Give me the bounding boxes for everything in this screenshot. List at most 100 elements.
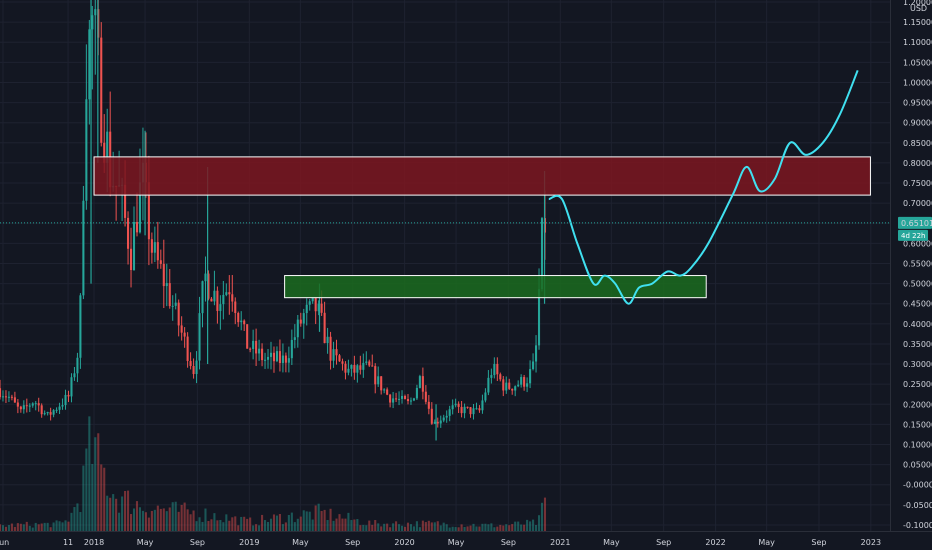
candle-body	[13, 397, 16, 403]
volume-bar	[4, 526, 7, 531]
volume-bar	[454, 527, 457, 531]
candle-body	[82, 200, 85, 296]
candle-body	[261, 348, 264, 361]
volume-bar	[264, 520, 267, 531]
volume-bar	[240, 516, 243, 531]
volume-bar	[502, 525, 505, 531]
candle-body	[534, 345, 538, 362]
candle-body	[70, 377, 73, 397]
volume-bar	[28, 525, 31, 531]
volume-bar	[505, 524, 508, 531]
volume-bar	[213, 513, 216, 531]
volume-bar	[415, 521, 418, 531]
price-tick-label: 0.05000	[903, 461, 932, 470]
time-axis[interactable]: Jun 11 2018 May Sep 2019 May Sep 2020 May Sep 2021 M…	[0, 531, 932, 548]
volume-bar	[159, 508, 162, 531]
candle-body	[338, 355, 341, 362]
volume-bar	[481, 523, 484, 531]
currency-label: USD	[910, 4, 927, 13]
volume-bar	[484, 523, 487, 531]
candle-body	[332, 349, 335, 361]
candle-body	[192, 365, 195, 375]
candle-body	[439, 420, 442, 424]
volume-bar	[207, 520, 210, 531]
candle-body	[275, 351, 278, 362]
volume-bar	[350, 520, 353, 531]
candle-body	[138, 182, 142, 233]
volume-bar	[198, 517, 201, 531]
volume-bar	[400, 525, 404, 531]
volume-bar	[222, 522, 225, 531]
candle-body	[496, 363, 499, 375]
volume-bar	[406, 522, 410, 531]
volume-bar	[85, 448, 88, 531]
candle-body	[296, 319, 299, 338]
volume-bar	[451, 526, 454, 531]
candle-body	[43, 413, 46, 415]
current-price-tag	[898, 216, 932, 229]
resistance-zone	[93, 156, 871, 196]
projection-path	[548, 70, 859, 305]
volume-bar	[258, 525, 261, 531]
volume-bar	[94, 437, 97, 531]
candle-body	[386, 389, 389, 395]
volume-bar	[153, 509, 156, 531]
candle-body	[457, 403, 460, 407]
volume-bar	[436, 521, 439, 531]
candle-body	[537, 289, 541, 346]
candle-body	[362, 362, 365, 370]
volume-bar	[255, 524, 258, 531]
candle-body	[58, 406, 61, 410]
volume-bar	[174, 501, 177, 531]
candle-body	[475, 408, 478, 410]
candle-body	[237, 312, 240, 323]
candle-body	[100, 37, 103, 143]
volume-bar	[290, 512, 293, 531]
volume-bar	[168, 507, 171, 531]
volume-bar	[189, 514, 192, 531]
volume-bar	[261, 514, 264, 531]
volume-bar	[296, 518, 299, 531]
candle-body	[302, 313, 305, 324]
price-tick-label: 1.05000	[903, 58, 932, 67]
volume-bar	[353, 519, 356, 531]
candle-body	[150, 239, 153, 253]
volume-bar	[514, 521, 517, 531]
candle-body	[10, 396, 13, 398]
volume-bar	[34, 522, 37, 531]
volume-bar	[115, 498, 118, 531]
volume-bar	[344, 518, 347, 531]
volume-bar	[496, 526, 499, 531]
volume-bar	[216, 520, 219, 531]
volume-bar	[439, 525, 442, 531]
volume-bar	[427, 520, 430, 531]
candle-body	[106, 131, 109, 163]
candle-body	[514, 386, 517, 391]
candle-body	[356, 365, 359, 373]
candle-body	[219, 304, 222, 311]
volume-bar	[460, 524, 463, 531]
volume-bar	[457, 527, 460, 531]
volume-bar	[409, 524, 413, 531]
current-price-value: 0.65101	[901, 219, 932, 228]
volume-bar	[162, 508, 165, 531]
volume-bar	[37, 524, 40, 531]
candle-body	[216, 290, 219, 311]
candle-body	[278, 351, 281, 363]
volume-bar	[389, 527, 392, 531]
candle-body	[189, 361, 192, 366]
volume-bar	[472, 523, 475, 531]
volume-bar	[112, 494, 115, 531]
price-tick-label: -0.05000	[903, 501, 932, 510]
candle-body	[418, 376, 421, 388]
